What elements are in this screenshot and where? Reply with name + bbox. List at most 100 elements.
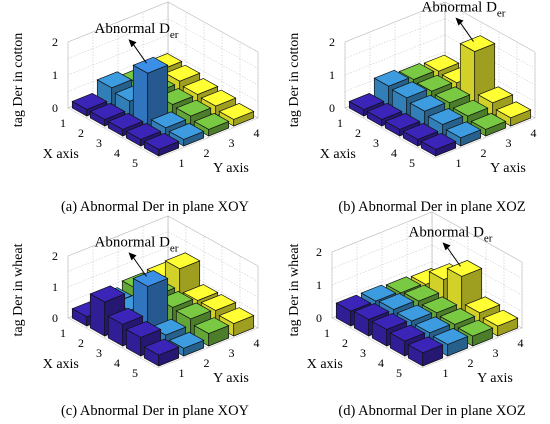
bar-top-face [132, 56, 169, 74]
panel-caption: (a) Abnormal Der in plane XOY [61, 199, 250, 215]
x-tick-label: 2 [342, 336, 348, 350]
bar-r2-c3 [132, 56, 169, 127]
bar-top-face [407, 336, 444, 354]
bar-top-face [446, 260, 483, 277]
x-tick-label: 4 [391, 146, 397, 160]
z-axis-label: tag Der in wheat [287, 243, 302, 336]
panel-caption: (c) Abnormal Der in plane XOY [61, 403, 250, 419]
bar-top-face [427, 108, 464, 125]
bar-top-face [125, 321, 162, 338]
bar-top-face [193, 317, 230, 334]
y-tick-label: 2 [468, 356, 474, 370]
bar-r3-c5 [193, 317, 230, 347]
x-tick-label: 1 [337, 116, 343, 130]
annotation-subscript: er [484, 232, 493, 244]
bar-top-face [373, 69, 410, 87]
bar-top-face [477, 86, 514, 104]
bar-top-face [421, 296, 458, 314]
z-tick-label: 2 [316, 245, 322, 259]
annotation-subscript: er [170, 242, 179, 254]
bar-top-face [200, 89, 237, 107]
x-tick-label: 5 [132, 366, 138, 380]
x-tick-label: 2 [78, 336, 84, 350]
bar-top-face [107, 307, 144, 325]
bar-top-face [414, 316, 451, 334]
bar-top-face [218, 103, 255, 120]
y-axis-label: Y axis [213, 161, 249, 176]
bar-top-face [457, 319, 494, 337]
z-axis-label: tag Der in wheat [11, 243, 26, 336]
x-tick-label: 5 [396, 366, 402, 380]
bar-top-face [168, 123, 205, 140]
abnormal-annotation: Abnormal Der [95, 234, 179, 277]
x-tick-label: 2 [78, 126, 84, 140]
annotation-arrowhead [128, 252, 137, 261]
annotation-label: Abnormal Der [95, 21, 179, 41]
annotation-text: Abnormal D [409, 224, 485, 240]
annotation-text: Abnormal D [422, 0, 498, 16]
bar-top-face [143, 338, 180, 356]
y-axis-label: Y axis [490, 161, 526, 176]
annotation-subscript: er [497, 8, 506, 20]
bar-r4-c5 [218, 103, 255, 127]
y-tick-label: 3 [229, 136, 235, 150]
y-tick-label: 4 [531, 126, 537, 140]
bar-top-face [371, 313, 408, 330]
bar-r2-c5 [168, 123, 205, 147]
bar-top-face [445, 121, 482, 139]
bar-r3-c5 [193, 113, 230, 137]
bar-top-face [335, 294, 372, 312]
bar-r1-c5 [420, 133, 457, 157]
bar-top-face [459, 35, 496, 52]
abnormal-annotation: Abnormal Der [422, 0, 506, 42]
y-tick-label: 4 [518, 336, 524, 350]
bar-top-face [391, 81, 428, 99]
panel-caption: (b) Abnormal Der in plane XOZ [338, 199, 525, 215]
panel-caption: (d) Abnormal Der in plane XOZ [338, 403, 525, 419]
bar-top-face [378, 293, 415, 310]
x-axis-label: X axis [43, 147, 79, 162]
bar-top-face [409, 94, 446, 112]
bar-top-face [200, 294, 237, 311]
floor-grid-line [67, 317, 159, 369]
y-tick-label: 4 [254, 336, 260, 350]
z-axis-label: tag Der in cotton [287, 33, 302, 127]
z-tick-label: 2 [329, 35, 335, 49]
bar-top-face [182, 284, 219, 301]
bar-top-face [420, 133, 457, 150]
bar-top-face [348, 93, 385, 110]
z-tick-label: 2 [52, 35, 58, 49]
bar-top-face [182, 78, 219, 95]
bar-top-face [125, 123, 162, 140]
bar-r1-c5 [407, 336, 444, 367]
y-tick-label: 4 [254, 126, 260, 140]
x-tick-label: 5 [409, 156, 415, 170]
annotation-arrowhead [455, 17, 464, 26]
x-tick-label: 4 [114, 356, 120, 370]
bar-top-face [423, 54, 460, 72]
bar-r1-c5 [143, 338, 180, 367]
bar-r4-c3 [459, 35, 496, 107]
bar-top-face [495, 101, 532, 119]
bar-top-face [389, 324, 426, 342]
bar-top-face [164, 252, 201, 270]
y-tick-label: 2 [204, 146, 210, 160]
bar-top-face [396, 304, 433, 322]
z-tick-label: 0 [329, 101, 335, 115]
bar-top-face [384, 113, 421, 130]
y-axis-label: Y axis [477, 371, 513, 386]
x-tick-label: 3 [96, 346, 102, 360]
bar-top-face [132, 270, 169, 287]
abnormal-annotation: Abnormal Der [409, 224, 493, 267]
bar-top-face [398, 63, 435, 80]
floor-grid-line [67, 107, 159, 159]
z-tick-label: 0 [316, 311, 322, 325]
bar-top-face [143, 133, 180, 150]
annotation-text: Abnormal D [95, 21, 171, 37]
z-axis-label: tag Der in cotton [11, 33, 26, 127]
floor-grid-line [344, 107, 436, 159]
y-tick-label: 1 [443, 366, 449, 380]
